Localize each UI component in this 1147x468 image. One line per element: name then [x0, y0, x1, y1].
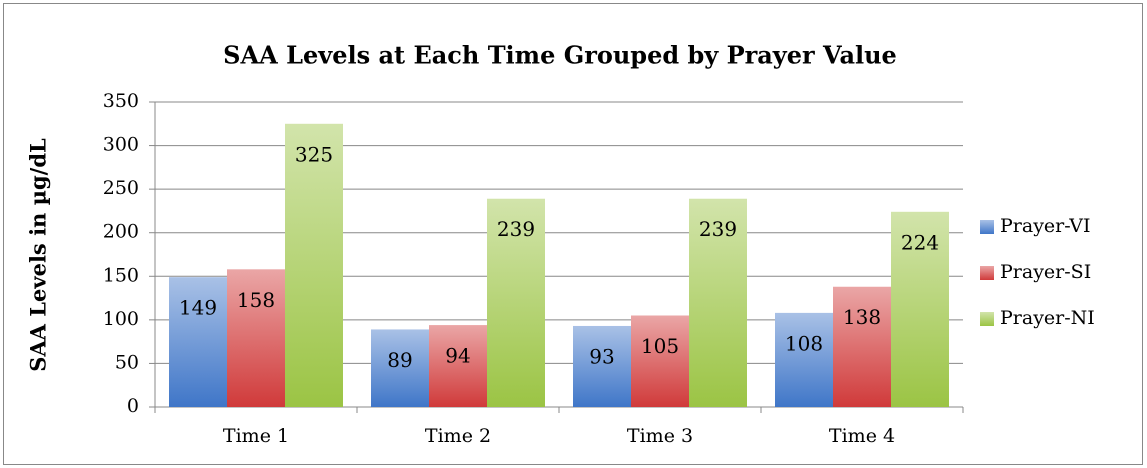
- bar: [169, 277, 227, 407]
- data-label: 93: [589, 344, 614, 368]
- data-label: 239: [699, 217, 737, 241]
- x-tick-label: Time 3: [627, 425, 693, 447]
- x-tick-label: Time 4: [829, 425, 895, 447]
- y-tick-label: 150: [103, 264, 139, 286]
- legend-swatch: [980, 220, 994, 234]
- data-label: 158: [237, 288, 275, 312]
- data-label: 224: [901, 230, 939, 254]
- bar: [429, 325, 487, 407]
- data-label: 325: [295, 142, 333, 166]
- data-label: 239: [497, 217, 535, 241]
- bar: [227, 269, 285, 407]
- bar: [487, 198, 545, 407]
- bar: [891, 211, 949, 407]
- bar: [371, 329, 429, 407]
- legend-swatch: [980, 312, 994, 326]
- legend-label: Prayer-NI: [1000, 307, 1095, 329]
- bar: [775, 312, 833, 407]
- data-label: 149: [179, 296, 217, 320]
- data-label: 94: [445, 344, 470, 368]
- y-axis-label: SAA Levels in µg/dL: [26, 138, 51, 372]
- bar: [285, 123, 343, 408]
- y-tick-label: 200: [103, 221, 139, 243]
- data-label: 138: [843, 305, 881, 329]
- chart-title: SAA Levels at Each Time Grouped by Praye…: [223, 41, 897, 70]
- bar: [833, 286, 891, 407]
- y-tick-label: 100: [103, 308, 139, 330]
- data-label: 108: [785, 331, 823, 355]
- bar: [573, 325, 631, 407]
- y-tick-label: 50: [115, 351, 139, 373]
- y-tick-label: 0: [127, 395, 139, 417]
- x-tick-label: Time 1: [223, 425, 289, 447]
- y-tick-label: 250: [103, 177, 139, 199]
- legend-label: Prayer-VI: [1000, 215, 1091, 237]
- bar: [631, 315, 689, 407]
- y-tick-label: 350: [103, 90, 139, 112]
- legend-swatch: [980, 266, 994, 280]
- bar: [689, 198, 747, 407]
- y-tick-label: 300: [103, 134, 139, 156]
- legend-label: Prayer-SI: [1000, 261, 1091, 283]
- data-label: 105: [641, 334, 679, 358]
- data-label: 89: [387, 348, 412, 372]
- x-tick-label: Time 2: [425, 425, 491, 447]
